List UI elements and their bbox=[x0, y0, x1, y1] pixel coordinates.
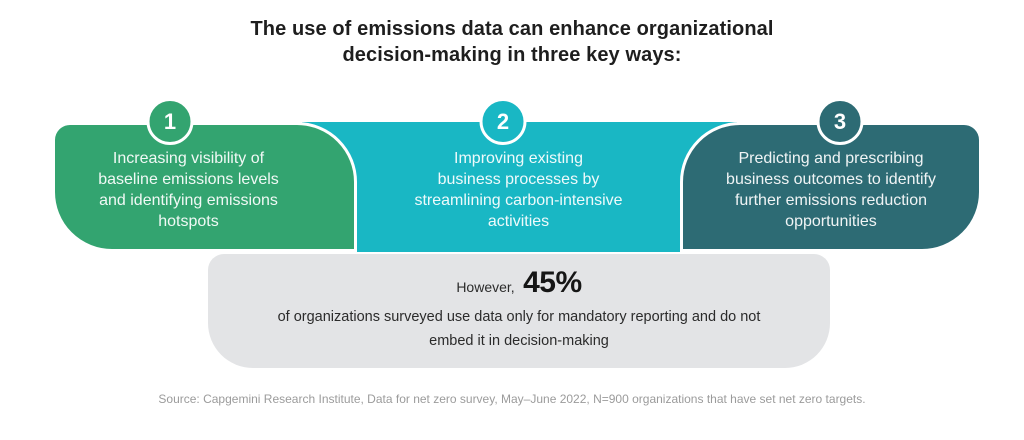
steps-band: Increasing visibility of baseline emissi… bbox=[52, 98, 982, 252]
page-title: The use of emissions data can enhance or… bbox=[0, 16, 1024, 68]
stat-description-line1: of organizations surveyed use data only … bbox=[277, 309, 761, 325]
stat-description-line2: embed it in decision-making bbox=[429, 333, 609, 349]
step-badge-2: 2 bbox=[479, 98, 527, 145]
step-card-1: Increasing visibility of baseline emissi… bbox=[52, 122, 357, 252]
step-1-line1: Increasing visibility of bbox=[112, 150, 265, 167]
step-2-line3: streamlining carbon-intensive bbox=[414, 192, 623, 209]
step-3-line3: further emissions reduction bbox=[734, 192, 928, 209]
step-2-text: Improving existing business processes by… bbox=[414, 142, 622, 232]
step-1-line3: and identifying emissions bbox=[99, 192, 278, 209]
step-badge-3: 3 bbox=[816, 98, 864, 145]
page-title-line1: The use of emissions data can enhance or… bbox=[250, 18, 774, 40]
stat-callout: However, 45% of organizations surveyed u… bbox=[208, 254, 830, 368]
step-2-background bbox=[302, 122, 737, 252]
step-1-line4: hotspots bbox=[158, 213, 219, 230]
step-1-text: Increasing visibility of baseline emissi… bbox=[98, 142, 279, 232]
step-badge-2-number: 2 bbox=[496, 108, 510, 134]
step-badge-1-number: 1 bbox=[163, 108, 177, 134]
step-card-3: Predicting and prescribing business outc… bbox=[680, 122, 982, 252]
step-1-line2: baseline emissions levels bbox=[98, 171, 279, 188]
step-3-line4: opportunities bbox=[785, 213, 877, 230]
source-note: Source: Capgemini Research Institute, Da… bbox=[158, 392, 866, 406]
step-3-text: Predicting and prescribing business outc… bbox=[726, 142, 936, 232]
step-2-line1: Improving existing bbox=[454, 150, 583, 167]
step-3-line1: Predicting and prescribing bbox=[738, 150, 924, 167]
stat-intro: However, bbox=[456, 279, 515, 295]
step-card-2: Improving existing business processes by… bbox=[357, 122, 680, 252]
page-title-line2: decision-making in three key ways: bbox=[342, 44, 682, 66]
step-3-line2: business outcomes to identify bbox=[726, 171, 936, 188]
step-badge-1: 1 bbox=[146, 98, 194, 145]
step-2-line2: business processes by bbox=[437, 171, 600, 188]
step-badge-3-number: 3 bbox=[833, 108, 847, 134]
step-2-line4: activities bbox=[487, 213, 550, 230]
stat-headline: However, 45% bbox=[208, 266, 830, 305]
stat-value: 45% bbox=[523, 266, 582, 299]
stat-description: of organizations surveyed use data only … bbox=[208, 305, 830, 353]
